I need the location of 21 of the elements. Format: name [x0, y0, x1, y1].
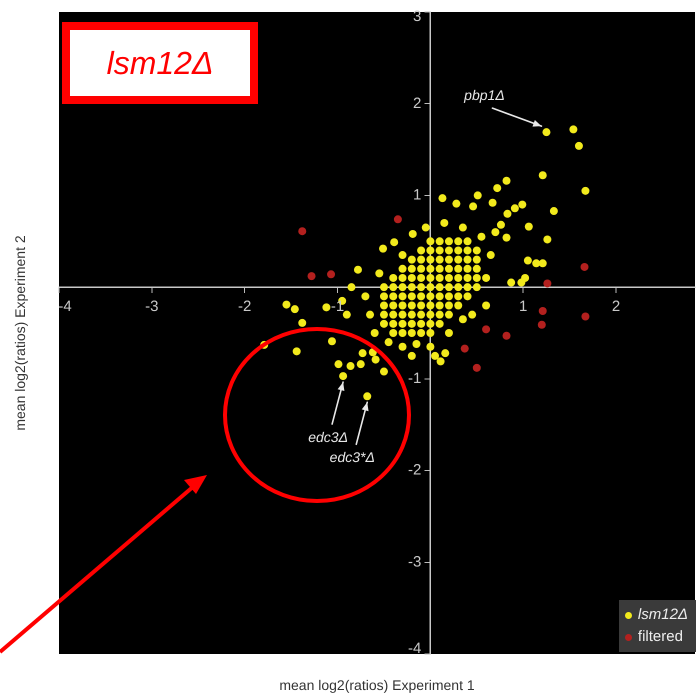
y-axis-title: mean log2(ratios) Experiment 2 [12, 235, 28, 431]
legend-label: lsm12Δ [638, 605, 688, 625]
x-tick-label: -2 [238, 298, 252, 315]
annotation: pbp1Δ [463, 87, 505, 104]
x-tick-label: 1 [519, 298, 528, 315]
x-tick-label: -3 [145, 298, 159, 315]
legend-label: filtered [638, 627, 683, 647]
annotation: edc3Δ [308, 428, 348, 445]
y-tick-label: -3 [408, 553, 422, 570]
text: lsm12Δ [62, 22, 258, 104]
annotation: edc3*Δ [330, 449, 375, 466]
y-tick-label: -4 [408, 640, 422, 658]
y-tick-label: 2 [413, 94, 422, 112]
y-tick-label: 3 [413, 8, 422, 26]
y-tick-label: -2 [408, 462, 422, 479]
x-axis-title: mean log2(ratios) Experiment 1 [279, 677, 475, 693]
y-tick-label: 1 [413, 186, 422, 204]
x-tick-label: -1 [330, 298, 344, 315]
y-tick-label: -1 [408, 370, 422, 387]
x-tick-label: 2 [612, 298, 620, 315]
x-tick-label: -4 [58, 298, 72, 315]
